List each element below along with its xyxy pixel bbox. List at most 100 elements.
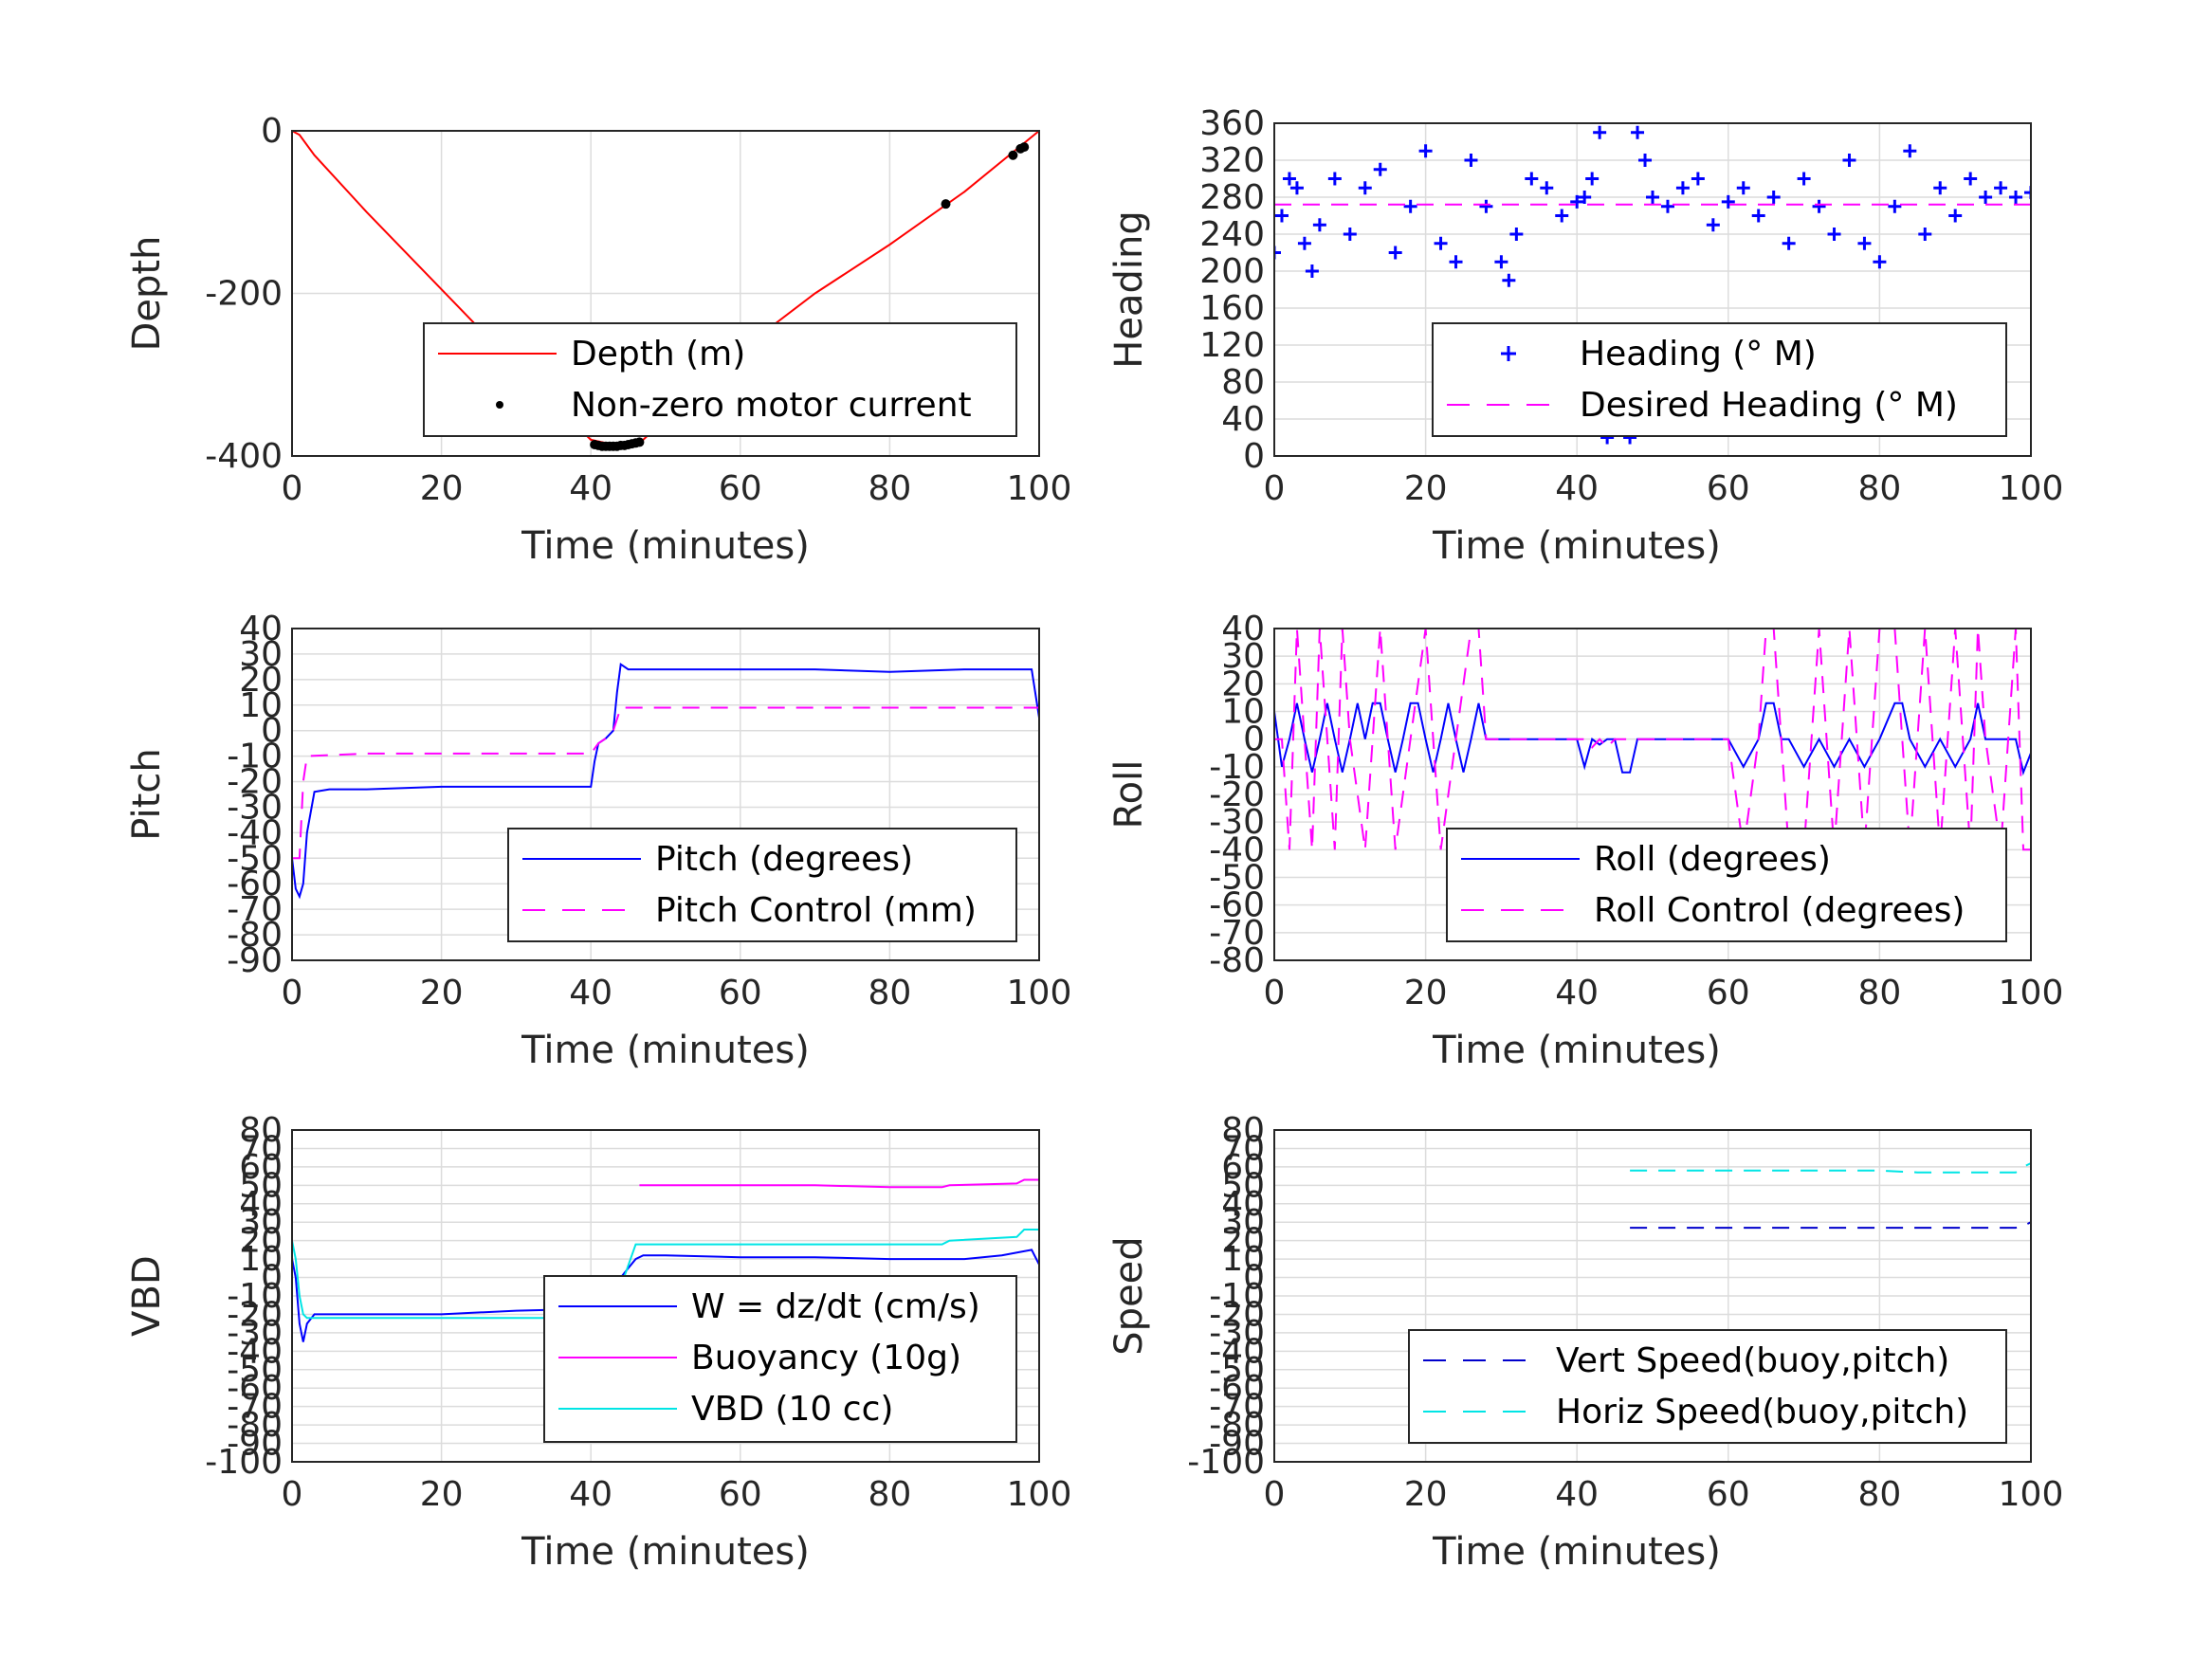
axes-frame bbox=[291, 130, 1040, 457]
x-tick-label: 20 bbox=[1404, 469, 1448, 508]
y-tick-label: 20 bbox=[239, 661, 283, 700]
series-1-point bbox=[1418, 144, 1433, 158]
series-1-point bbox=[1578, 191, 1592, 204]
y-tick-label: 40 bbox=[1221, 610, 1265, 648]
y-axis-label: VBD bbox=[125, 1255, 169, 1337]
series-1-point bbox=[1675, 181, 1690, 195]
y-tick-label: 200 bbox=[1199, 252, 1265, 291]
x-tick-label: 60 bbox=[719, 974, 762, 1012]
series-1-point bbox=[1873, 255, 1887, 269]
legend-entry-2-label: Desired Heading (° M) bbox=[1580, 386, 1958, 425]
series-group bbox=[1274, 629, 2031, 851]
x-tick-label: 80 bbox=[1857, 1475, 1901, 1514]
y-tick-label: 70 bbox=[1221, 1129, 1265, 1168]
y-tick-label: 320 bbox=[1199, 141, 1265, 180]
x-tick-label: 40 bbox=[569, 1475, 612, 1514]
y-tick-label: 80 bbox=[1221, 1111, 1265, 1150]
x-tick-label: 20 bbox=[420, 974, 464, 1012]
x-axis-label: Time (minutes) bbox=[521, 524, 810, 568]
y-tick-label: -20 bbox=[227, 763, 283, 802]
y-tick-label: -70 bbox=[1209, 914, 1265, 953]
y-tick-label: -10 bbox=[227, 1277, 283, 1316]
legend-box bbox=[1432, 322, 2007, 437]
series-1-point bbox=[1994, 181, 2008, 195]
legend-box bbox=[507, 828, 1017, 942]
x-tick-label: 0 bbox=[282, 974, 303, 1012]
y-tick-label: -50 bbox=[1209, 859, 1265, 898]
x-tick-label: 0 bbox=[282, 1475, 303, 1514]
series-1-point bbox=[1918, 228, 1932, 241]
x-tick-label: 0 bbox=[1264, 1475, 1286, 1514]
y-tick-label: -10 bbox=[1209, 748, 1265, 787]
y-tick-label: -30 bbox=[1209, 803, 1265, 842]
x-tick-label: 40 bbox=[569, 469, 612, 508]
legend-entry-1-label: W = dz/dt (cm/s) bbox=[691, 1287, 980, 1326]
y-tick-label: -50 bbox=[227, 839, 283, 878]
series-1-point bbox=[1449, 255, 1463, 269]
x-tick-label: 80 bbox=[1857, 469, 1901, 508]
x-tick-label: 20 bbox=[420, 1475, 464, 1514]
series-group bbox=[292, 131, 1039, 451]
y-tick-label: -10 bbox=[227, 738, 283, 776]
y-tick-label: 80 bbox=[239, 1111, 283, 1150]
y-tick-label: -70 bbox=[1209, 1388, 1265, 1427]
y-tick-label: 30 bbox=[239, 1203, 283, 1242]
y-tick-label: -40 bbox=[1209, 830, 1265, 869]
series-1-point bbox=[1638, 154, 1653, 167]
x-axis-label: Time (minutes) bbox=[521, 1029, 810, 1072]
legend: Vert Speed(buoy,pitch) Horiz Speed(buoy,p… bbox=[1408, 1329, 2007, 1444]
legend-entry-2-label: Buoyancy (10g) bbox=[691, 1339, 961, 1377]
series-1-point bbox=[1631, 125, 1645, 139]
series-1-point bbox=[1509, 228, 1524, 241]
series-1-point bbox=[1585, 172, 1600, 186]
series-1-point bbox=[1312, 218, 1326, 232]
y-tick-label: 240 bbox=[1199, 215, 1265, 254]
y-tick-label: 0 bbox=[1243, 1259, 1265, 1298]
legend-entry-1-label: Pitch (degrees) bbox=[655, 840, 913, 879]
y-tick-label: 120 bbox=[1199, 326, 1265, 365]
x-tick-label: 80 bbox=[868, 974, 911, 1012]
series-1-point bbox=[1570, 194, 1584, 209]
legend: Heading (° M) Desired Heading (° M) bbox=[1432, 322, 2007, 437]
series-1-point bbox=[1540, 181, 1554, 195]
y-tick-label: -20 bbox=[1209, 775, 1265, 814]
y-tick-label: 0 bbox=[261, 712, 283, 751]
chart-panel-6: 0 20 40 60 80 10080706050403020100-10-20-30-4… bbox=[1107, 1111, 2063, 1574]
y-tick-label: -60 bbox=[227, 1369, 283, 1408]
y-tick-label: 0 bbox=[1243, 720, 1265, 759]
y-tick-label: 360 bbox=[1199, 104, 1265, 143]
x-tick-label: 60 bbox=[719, 1475, 762, 1514]
y-tick-label: -20 bbox=[1209, 1295, 1265, 1334]
x-tick-label: 40 bbox=[569, 974, 612, 1012]
legend-box bbox=[1446, 828, 2007, 942]
series-1-point bbox=[1403, 199, 1417, 213]
y-tick-label: -80 bbox=[227, 1406, 283, 1445]
legend: Roll (degrees) Roll Control (degrees) bbox=[1446, 828, 2007, 942]
x-tick-label: 0 bbox=[1264, 469, 1286, 508]
series-1-point bbox=[1297, 236, 1311, 250]
x-tick-label: 100 bbox=[1007, 469, 1072, 508]
y-tick-label: -40 bbox=[227, 1332, 283, 1371]
y-tick-label: -90 bbox=[1209, 1425, 1265, 1464]
y-tick-label: -60 bbox=[227, 865, 283, 903]
x-tick-label: 60 bbox=[1707, 974, 1750, 1012]
y-tick-label: 160 bbox=[1199, 289, 1265, 328]
y-tick-label: -50 bbox=[227, 1351, 283, 1390]
series-1-point bbox=[1593, 125, 1607, 139]
series-1-point bbox=[1706, 218, 1720, 232]
x-tick-label: 40 bbox=[1555, 1475, 1599, 1514]
y-tick-label: 80 bbox=[1221, 363, 1265, 402]
y-tick-label: 20 bbox=[1221, 665, 1265, 703]
series-1-point bbox=[1282, 172, 1296, 186]
y-axis-label: Heading bbox=[1107, 210, 1151, 368]
series-1-point bbox=[1305, 264, 1319, 278]
y-tick-label: -30 bbox=[227, 788, 283, 827]
y-tick-label: -30 bbox=[227, 1314, 283, 1353]
y-tick-label: -60 bbox=[1209, 1369, 1265, 1408]
x-tick-label: 100 bbox=[1999, 469, 2064, 508]
series-2-point bbox=[1019, 142, 1030, 153]
series-1-point bbox=[1343, 228, 1357, 241]
y-tick-label: -40 bbox=[227, 813, 283, 852]
series-1-point bbox=[1646, 191, 1659, 204]
series-1-point bbox=[1274, 209, 1289, 223]
